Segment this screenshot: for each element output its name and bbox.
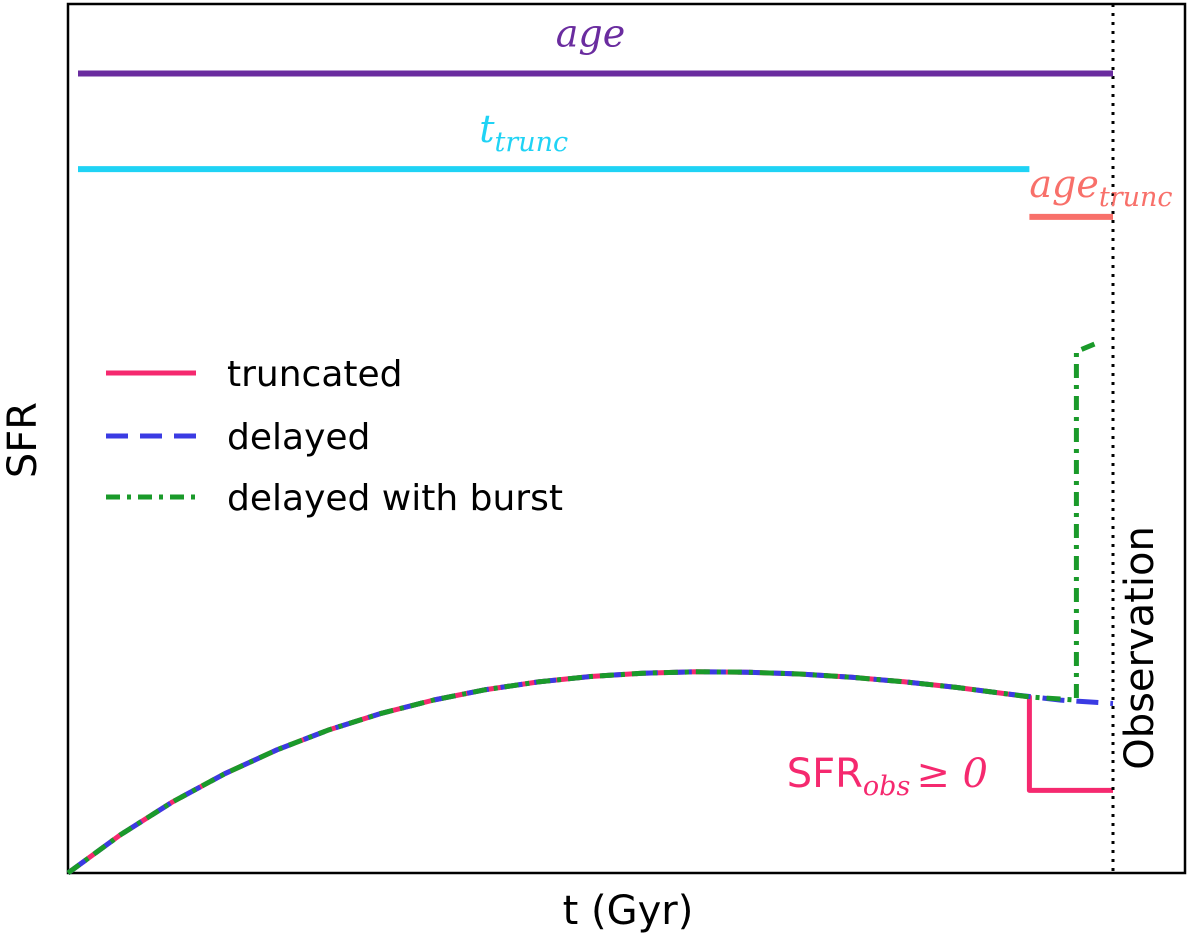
x-axis-label: t (Gyr) xyxy=(563,888,694,934)
range-bar-label-main: t xyxy=(479,107,495,151)
range-bar-label-age: age xyxy=(556,12,625,56)
legend-label-truncated: truncated xyxy=(227,354,403,395)
range-bar-label-subscript: trunc xyxy=(1099,182,1173,213)
plot-frame xyxy=(66,2,1187,875)
legend-label-delayed-with-burst: delayed with burst xyxy=(227,478,563,519)
range-bar-label-age-trunc: agetrunc xyxy=(1029,162,1172,213)
sfr-obs-relation: ≥ 0 xyxy=(916,751,988,797)
legend: truncated delayed delayed with burst xyxy=(106,354,563,519)
sfr-obs-subscript: obs xyxy=(863,771,910,802)
observation-label: Observation xyxy=(1117,526,1163,770)
range-bar-label-main: age xyxy=(1029,162,1098,206)
range-bar-label-subscript: trunc xyxy=(495,127,569,158)
legend-label-delayed: delayed xyxy=(227,417,370,458)
range-bar-label-t-trunc: ttrunc xyxy=(479,107,568,158)
sfr-obs-prefix: SFR xyxy=(787,751,863,797)
series-layer xyxy=(66,340,1114,876)
series-line-burst xyxy=(66,340,1099,876)
sfr-obs-annotation: SFRobs ≥ 0 xyxy=(787,751,988,802)
y-axis-label: SFR xyxy=(0,402,46,478)
range-bar-label-main: age xyxy=(556,12,625,56)
